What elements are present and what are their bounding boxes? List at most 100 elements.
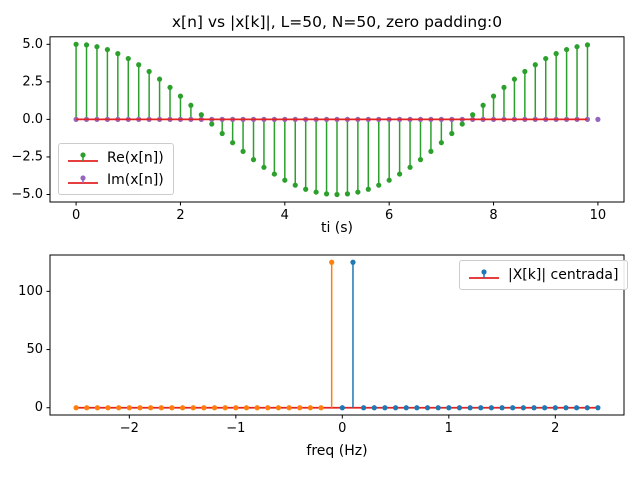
bottom-plot-legend: |X[k]| centrada] xyxy=(459,260,629,290)
stem-marker xyxy=(275,405,282,411)
stem-marker xyxy=(323,191,330,197)
stem-marker xyxy=(167,84,173,91)
stem-marker xyxy=(584,116,591,122)
stem-marker xyxy=(148,405,154,411)
stem-marker xyxy=(376,182,382,188)
stem-marker xyxy=(499,405,505,411)
stem-marker xyxy=(125,55,131,62)
y-tick-label: 50 xyxy=(26,342,43,357)
stem-marker xyxy=(532,62,538,68)
stem-marker xyxy=(115,51,121,57)
stem-marker xyxy=(542,405,548,411)
stem-marker xyxy=(365,186,371,192)
stem-marker-icon xyxy=(68,175,98,184)
top-plot-legend: Re(x[n]) Im(x[n]) xyxy=(58,143,174,195)
y-tick-label: 0.0 xyxy=(22,112,43,127)
x-tick-label: 2 xyxy=(176,208,184,223)
stem-marker xyxy=(520,405,526,411)
stem-marker xyxy=(73,41,79,47)
stem-marker xyxy=(198,112,204,118)
stem-marker xyxy=(438,140,444,146)
stem-marker xyxy=(179,405,186,411)
stem-marker xyxy=(459,121,465,127)
stem-marker xyxy=(478,405,484,411)
stem-marker xyxy=(94,405,100,411)
stem-marker xyxy=(449,130,455,137)
y-tick-label: 5.0 xyxy=(22,37,43,52)
stem-marker xyxy=(209,121,215,127)
stem-marker xyxy=(282,177,288,183)
stem-marker xyxy=(488,405,495,411)
stem-marker xyxy=(531,405,537,411)
stem-marker xyxy=(552,405,558,411)
top-plot-xlabel: ti (s) xyxy=(320,220,354,236)
bottom-plot-xlabel: freq (Hz) xyxy=(306,443,368,459)
stem-marker xyxy=(403,405,409,411)
stem-marker xyxy=(397,171,403,177)
stem-marker xyxy=(254,405,260,411)
stem-marker xyxy=(470,112,476,118)
stem-marker xyxy=(329,259,335,265)
legend-label-im: Im(x[n]) xyxy=(107,172,164,188)
stem-marker xyxy=(261,164,267,170)
stem-marker xyxy=(424,405,431,411)
stem-marker xyxy=(243,405,250,411)
axes-frame xyxy=(49,254,625,416)
x-tick-label: 6 xyxy=(385,208,393,223)
stem-marker xyxy=(146,68,152,75)
stem-marker xyxy=(386,177,392,183)
stem-marker xyxy=(490,93,497,99)
legend-entry-re: Re(x[n]) xyxy=(66,148,164,168)
x-tick-label: 1 xyxy=(445,421,453,436)
stem-marker xyxy=(156,76,163,82)
stem-marker xyxy=(501,84,507,91)
stem-marker xyxy=(158,405,164,411)
x-tick-label: 10 xyxy=(590,208,607,223)
stem-marker xyxy=(201,405,207,411)
stem-marker xyxy=(371,405,377,411)
stem-marker xyxy=(104,46,110,53)
stem-marker xyxy=(510,405,516,411)
stem-marker xyxy=(563,405,569,411)
stem-marker xyxy=(136,62,142,68)
stem-marker xyxy=(73,405,79,411)
legend-entry-xk: |X[k]| centrada] xyxy=(467,265,618,285)
stem-marker xyxy=(303,186,309,192)
legend-entry-im: Im(x[n]) xyxy=(66,170,164,190)
stem-marker xyxy=(190,405,196,411)
legend-label-xk: |X[k]| centrada] xyxy=(508,267,619,283)
stem-marker xyxy=(467,405,473,411)
stem-marker xyxy=(297,405,303,411)
legend-label-re: Re(x[n]) xyxy=(107,150,164,166)
stem-marker xyxy=(177,93,184,99)
stem-marker xyxy=(417,157,424,163)
stem-marker xyxy=(240,148,246,154)
stem-marker xyxy=(407,164,413,170)
stem-marker xyxy=(553,51,559,57)
stem-marker xyxy=(334,191,340,198)
stem-marker xyxy=(511,76,518,82)
x-tick-label: 8 xyxy=(489,208,497,223)
stem-marker xyxy=(222,405,228,411)
stem-marker xyxy=(84,405,90,411)
stem-marker xyxy=(350,259,356,265)
stem-marker-icon xyxy=(68,152,98,162)
stem-marker xyxy=(339,405,345,411)
stem-marker xyxy=(230,140,236,146)
stem-marker xyxy=(584,42,591,48)
stem-marker xyxy=(313,189,319,195)
stem-marker xyxy=(169,405,175,411)
stem-marker xyxy=(219,130,225,137)
stem-marker xyxy=(188,102,194,108)
x-tick-label: −1 xyxy=(226,421,245,436)
stem-marker xyxy=(105,405,111,411)
stem-marker xyxy=(595,405,601,411)
stem-marker xyxy=(137,405,143,411)
x-tick-label: 0 xyxy=(338,421,346,436)
stem-marker xyxy=(435,405,441,411)
stem-marker xyxy=(355,189,361,195)
figure-title: x[n] vs |x[k]|, L=50, N=50, zero padding… xyxy=(171,13,503,31)
y-tick-label: −5.0 xyxy=(11,187,43,202)
stem-marker xyxy=(116,405,122,411)
